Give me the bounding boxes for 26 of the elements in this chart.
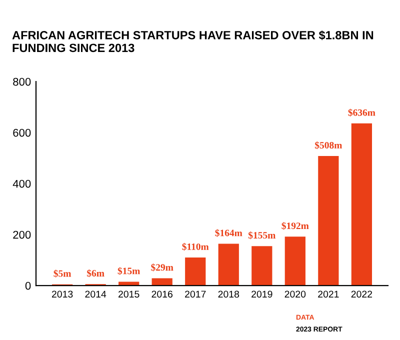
data-label: $5m xyxy=(54,270,72,278)
data-label: $164m xyxy=(215,229,242,237)
data-label: $155m xyxy=(248,231,276,240)
x-tick-label: 2014 xyxy=(85,290,106,298)
y-tick-label: 600 xyxy=(13,128,31,137)
x-tick-label: 2019 xyxy=(252,290,272,298)
x-tick-label: 2020 xyxy=(284,290,306,298)
x-tick-label: 2017 xyxy=(185,290,206,298)
data-label: $110m xyxy=(182,242,209,251)
x-tick-label: 2013 xyxy=(52,290,73,298)
y-tick-label: 0 xyxy=(25,282,31,290)
data-label: $192m xyxy=(282,222,309,230)
x-tick-label: 2015 xyxy=(118,290,140,298)
y-tick-label: 800 xyxy=(13,78,31,86)
y-tick-label: 200 xyxy=(13,230,31,239)
data-label: $636m xyxy=(348,108,376,117)
y-tick-label: 400 xyxy=(12,180,31,188)
data-label: $508m xyxy=(315,141,342,150)
data-label: $15m xyxy=(118,267,140,275)
x-tick-label: 2021 xyxy=(318,290,339,298)
data-label: $29m xyxy=(151,264,174,272)
chart-title: AFRICAN AGRITECH STARTUPS HAVE RAISED OVER $1.8BN IN FUNDING SINCE 2013 xyxy=(12,30,374,52)
x-tick-label: 2022 xyxy=(351,290,372,298)
data-label: $6m xyxy=(87,269,104,278)
x-tick-label: 2016 xyxy=(152,290,172,298)
x-tick-label: 2018 xyxy=(218,290,240,298)
